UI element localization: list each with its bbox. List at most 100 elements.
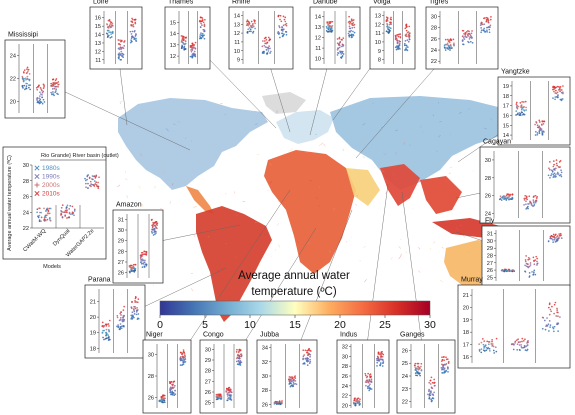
data-point — [546, 324, 549, 327]
data-point — [264, 46, 267, 48]
data-point — [524, 260, 527, 263]
data-point — [510, 270, 512, 272]
data-point — [121, 325, 123, 327]
data-point — [283, 18, 286, 21]
data-point — [521, 340, 523, 343]
data-point — [109, 26, 112, 29]
data-point — [189, 46, 192, 49]
data-point — [364, 374, 367, 377]
data-point — [556, 323, 559, 326]
data-point — [108, 24, 111, 27]
data-point — [525, 196, 528, 199]
data-point — [549, 324, 552, 326]
data-point — [87, 187, 89, 189]
data-point — [132, 18, 134, 21]
data-point — [491, 340, 493, 343]
data-point — [359, 398, 361, 401]
data-point — [307, 348, 310, 351]
data-point — [528, 195, 531, 198]
panel-ytick-label: 24 — [431, 48, 437, 54]
data-point — [131, 315, 134, 318]
data-point — [111, 22, 114, 25]
data-point — [39, 95, 41, 97]
data-point — [453, 43, 455, 46]
data-point — [366, 375, 369, 378]
data-point — [184, 361, 187, 363]
data-point — [552, 327, 555, 330]
data-point — [533, 195, 535, 198]
data-point — [181, 355, 184, 358]
data-point — [503, 270, 506, 273]
data-point — [179, 359, 182, 362]
data-point — [135, 311, 138, 313]
data-point — [515, 339, 518, 342]
data-point — [294, 382, 297, 385]
data-point — [120, 314, 122, 316]
data-point — [541, 124, 543, 126]
data-point — [133, 38, 136, 40]
data-point — [26, 68, 28, 70]
data-point — [547, 240, 550, 243]
data-point — [247, 24, 250, 27]
data-point — [404, 39, 407, 42]
data-point — [228, 391, 231, 394]
data-point — [377, 356, 380, 359]
data-point — [134, 269, 136, 272]
data-point — [327, 28, 330, 31]
data-point — [106, 23, 109, 26]
landmass-arabia — [346, 168, 380, 206]
panel-ytick-label: 12 — [170, 54, 176, 60]
data-point — [488, 28, 491, 31]
data-point — [120, 311, 123, 313]
data-point — [352, 34, 355, 37]
data-point — [121, 52, 124, 55]
panel-mississipi: Mississipi 20 22 24 — [4, 32, 66, 119]
data-point — [396, 39, 398, 42]
data-point — [64, 209, 67, 212]
data-point — [480, 341, 483, 344]
data-point — [160, 396, 163, 399]
data-point — [495, 350, 498, 353]
data-point — [505, 199, 508, 201]
data-point — [139, 257, 142, 259]
data-point — [559, 316, 561, 318]
data-point — [302, 355, 305, 358]
data-point — [183, 361, 185, 363]
data-point — [107, 329, 110, 331]
data-point — [239, 361, 242, 364]
data-point — [140, 262, 143, 265]
panel-ytick-label: 14 — [315, 14, 321, 20]
data-point — [193, 44, 196, 46]
data-point — [304, 357, 307, 360]
panel-ytick-label: 25 — [205, 401, 211, 407]
panel-yangtzke: Yangtzke 14 15 16 17 18 19 — [497, 69, 571, 146]
panel-ytick-label: 26 — [487, 268, 493, 274]
data-point — [39, 207, 41, 210]
data-point — [89, 180, 92, 183]
data-point — [190, 50, 193, 53]
data-point — [527, 339, 529, 342]
data-point — [547, 174, 550, 177]
data-point — [107, 336, 110, 338]
data-point — [524, 259, 527, 261]
data-point — [419, 374, 421, 377]
data-point — [355, 399, 358, 402]
data-point — [202, 34, 205, 37]
data-point — [470, 35, 473, 38]
colorbar-tick-label: 5 — [202, 319, 208, 331]
data-point — [200, 22, 202, 25]
data-point — [447, 360, 450, 363]
data-point — [228, 398, 231, 400]
data-point — [308, 362, 311, 364]
data-point — [524, 100, 527, 103]
data-point — [535, 121, 538, 124]
data-point — [549, 161, 551, 163]
data-point — [169, 388, 172, 390]
data-point — [414, 372, 417, 374]
data-point — [306, 349, 309, 352]
data-point — [549, 168, 551, 171]
data-point — [376, 357, 378, 360]
legend-entry-label: 1990s — [42, 174, 60, 181]
data-point — [408, 32, 411, 34]
